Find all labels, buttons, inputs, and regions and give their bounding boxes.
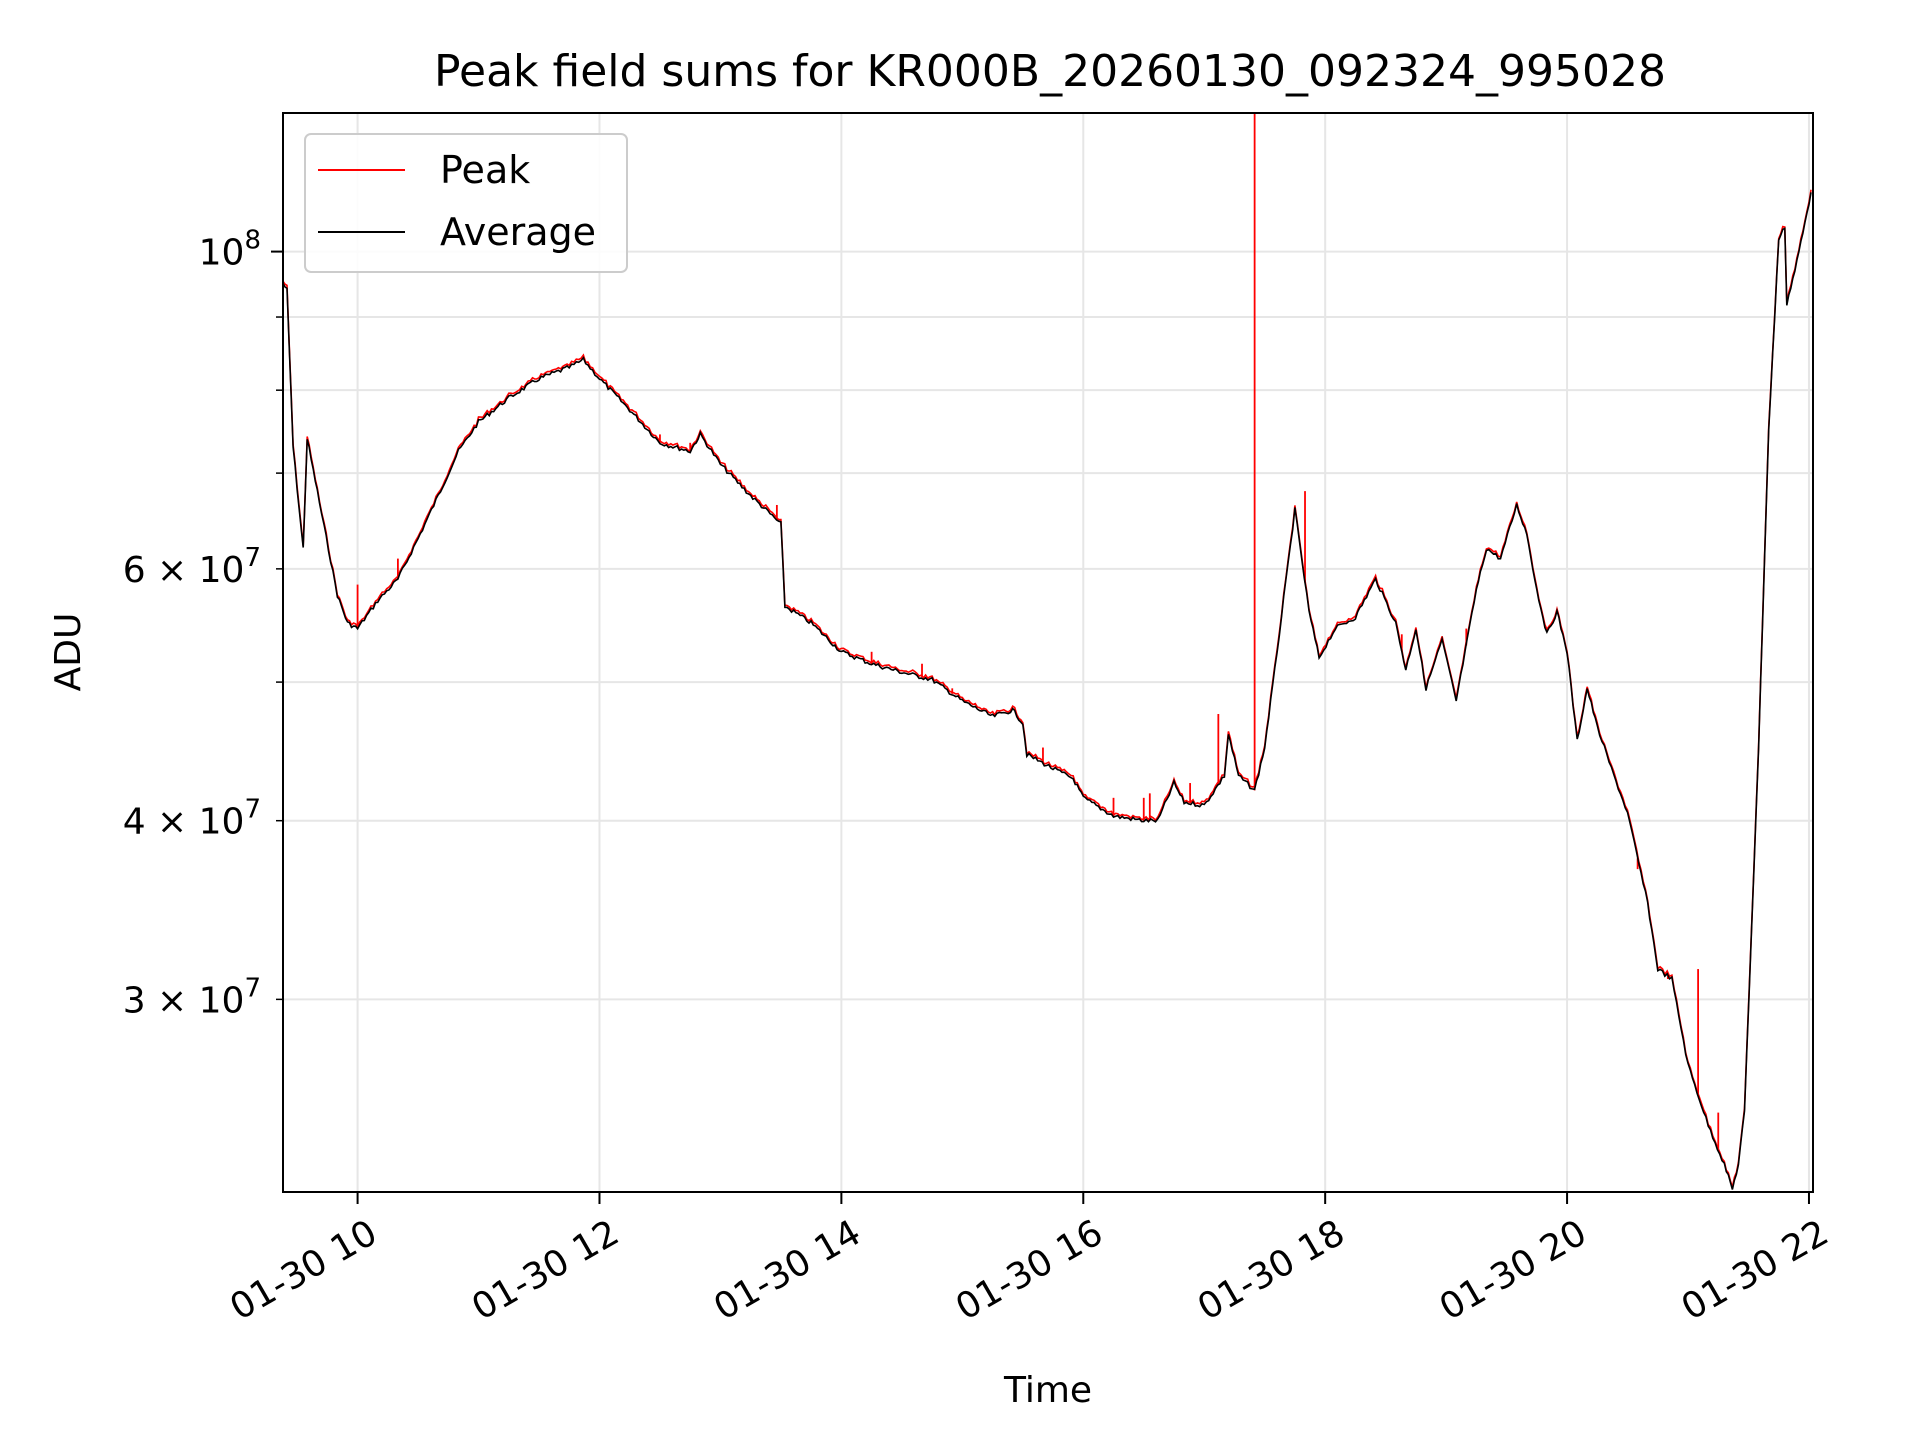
y-tick-label: 3 × 107 (123, 973, 261, 1021)
y-tick-times: × 10 (146, 980, 245, 1021)
legend: Peak Average (304, 133, 628, 273)
y-tick-mantissa: 10 (199, 233, 245, 274)
axes-frame (282, 112, 1814, 1193)
y-axis-label: ADU (48, 613, 89, 692)
y-tick-label: 6 × 107 (123, 543, 261, 591)
chart-title: Peak field sums for KR000B_20260130_0923… (434, 46, 1666, 97)
y-tick-exponent: 7 (244, 795, 261, 825)
plot-area (283, 113, 1812, 1190)
y-tick-exponent: 7 (244, 543, 261, 573)
y-tick-mantissa: 4 (123, 802, 146, 843)
y-tick-label: 108 (199, 226, 261, 274)
y-tick-mantissa: 6 (123, 550, 146, 591)
y-tick-mantissa: 3 (123, 980, 146, 1021)
y-tick-exponent: 7 (244, 973, 261, 1003)
legend-label-peak: Peak (440, 148, 530, 192)
y-tick-times: × 10 (146, 550, 245, 591)
legend-label-average: Average (440, 210, 596, 254)
y-tick-label: 4 × 107 (123, 795, 261, 843)
y-tick-exponent: 8 (244, 226, 261, 256)
y-tick-times: × 10 (146, 802, 245, 843)
series-line-average (283, 192, 1812, 1190)
x-axis-label: Time (1003, 1370, 1092, 1411)
legend-box (304, 133, 628, 273)
